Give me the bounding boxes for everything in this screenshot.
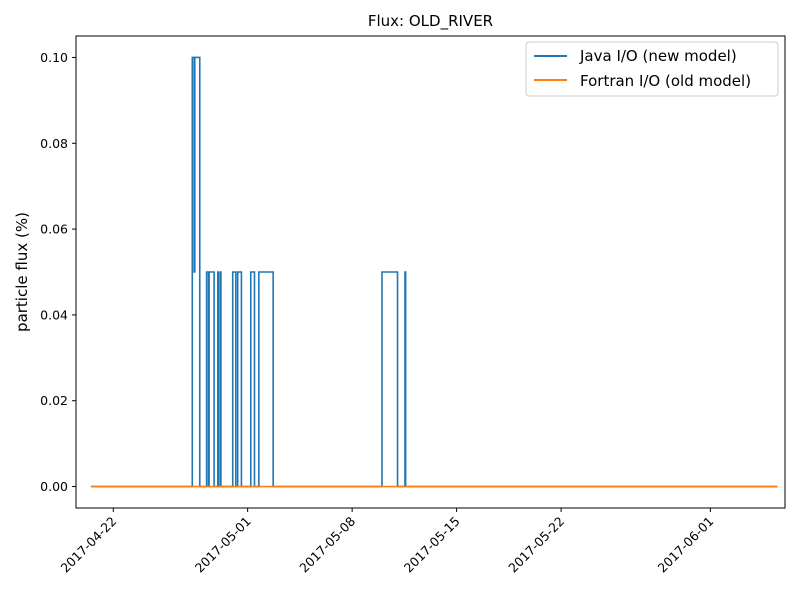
x-tick-label: 2017-05-22 — [505, 514, 567, 576]
x-tick-label: 2017-06-01 — [655, 514, 717, 576]
y-tick-label: 0.10 — [40, 50, 68, 65]
y-tick-label: 0.02 — [40, 393, 68, 408]
plot-lines — [90, 56, 778, 488]
legend-label-java: Java I/O (new model) — [579, 47, 737, 65]
y-tick-label: 0.04 — [40, 307, 68, 322]
y-tick-label: 0.06 — [40, 222, 68, 237]
y-tick-label: 0.08 — [40, 136, 68, 151]
x-tick-label: 2017-05-08 — [296, 513, 358, 575]
x-tick-label: 2017-05-15 — [401, 514, 463, 576]
plot-frame — [75, 35, 786, 509]
series-line-java — [90, 56, 778, 488]
x-tick-label: 2017-05-01 — [192, 514, 254, 576]
x-axis-ticks: 2017-04-22 2017-05-01 2017-05-08 2017-05-15… — [57, 508, 716, 575]
y-axis-ticks: 0.00 0.02 0.04 0.06 0.08 0.10 — [40, 50, 76, 494]
legend-label-fortran: Fortran I/O (old model) — [580, 72, 751, 90]
y-axis-label: particle flux (%) — [13, 212, 31, 332]
legend: Java I/O (new model) Fortran I/O (old mo… — [525, 41, 779, 97]
legend-box — [525, 41, 779, 97]
x-tick-label: 2017-04-22 — [57, 514, 119, 576]
y-tick-label: 0.00 — [40, 479, 68, 494]
chart-title: Flux: OLD_RIVER — [368, 12, 493, 31]
